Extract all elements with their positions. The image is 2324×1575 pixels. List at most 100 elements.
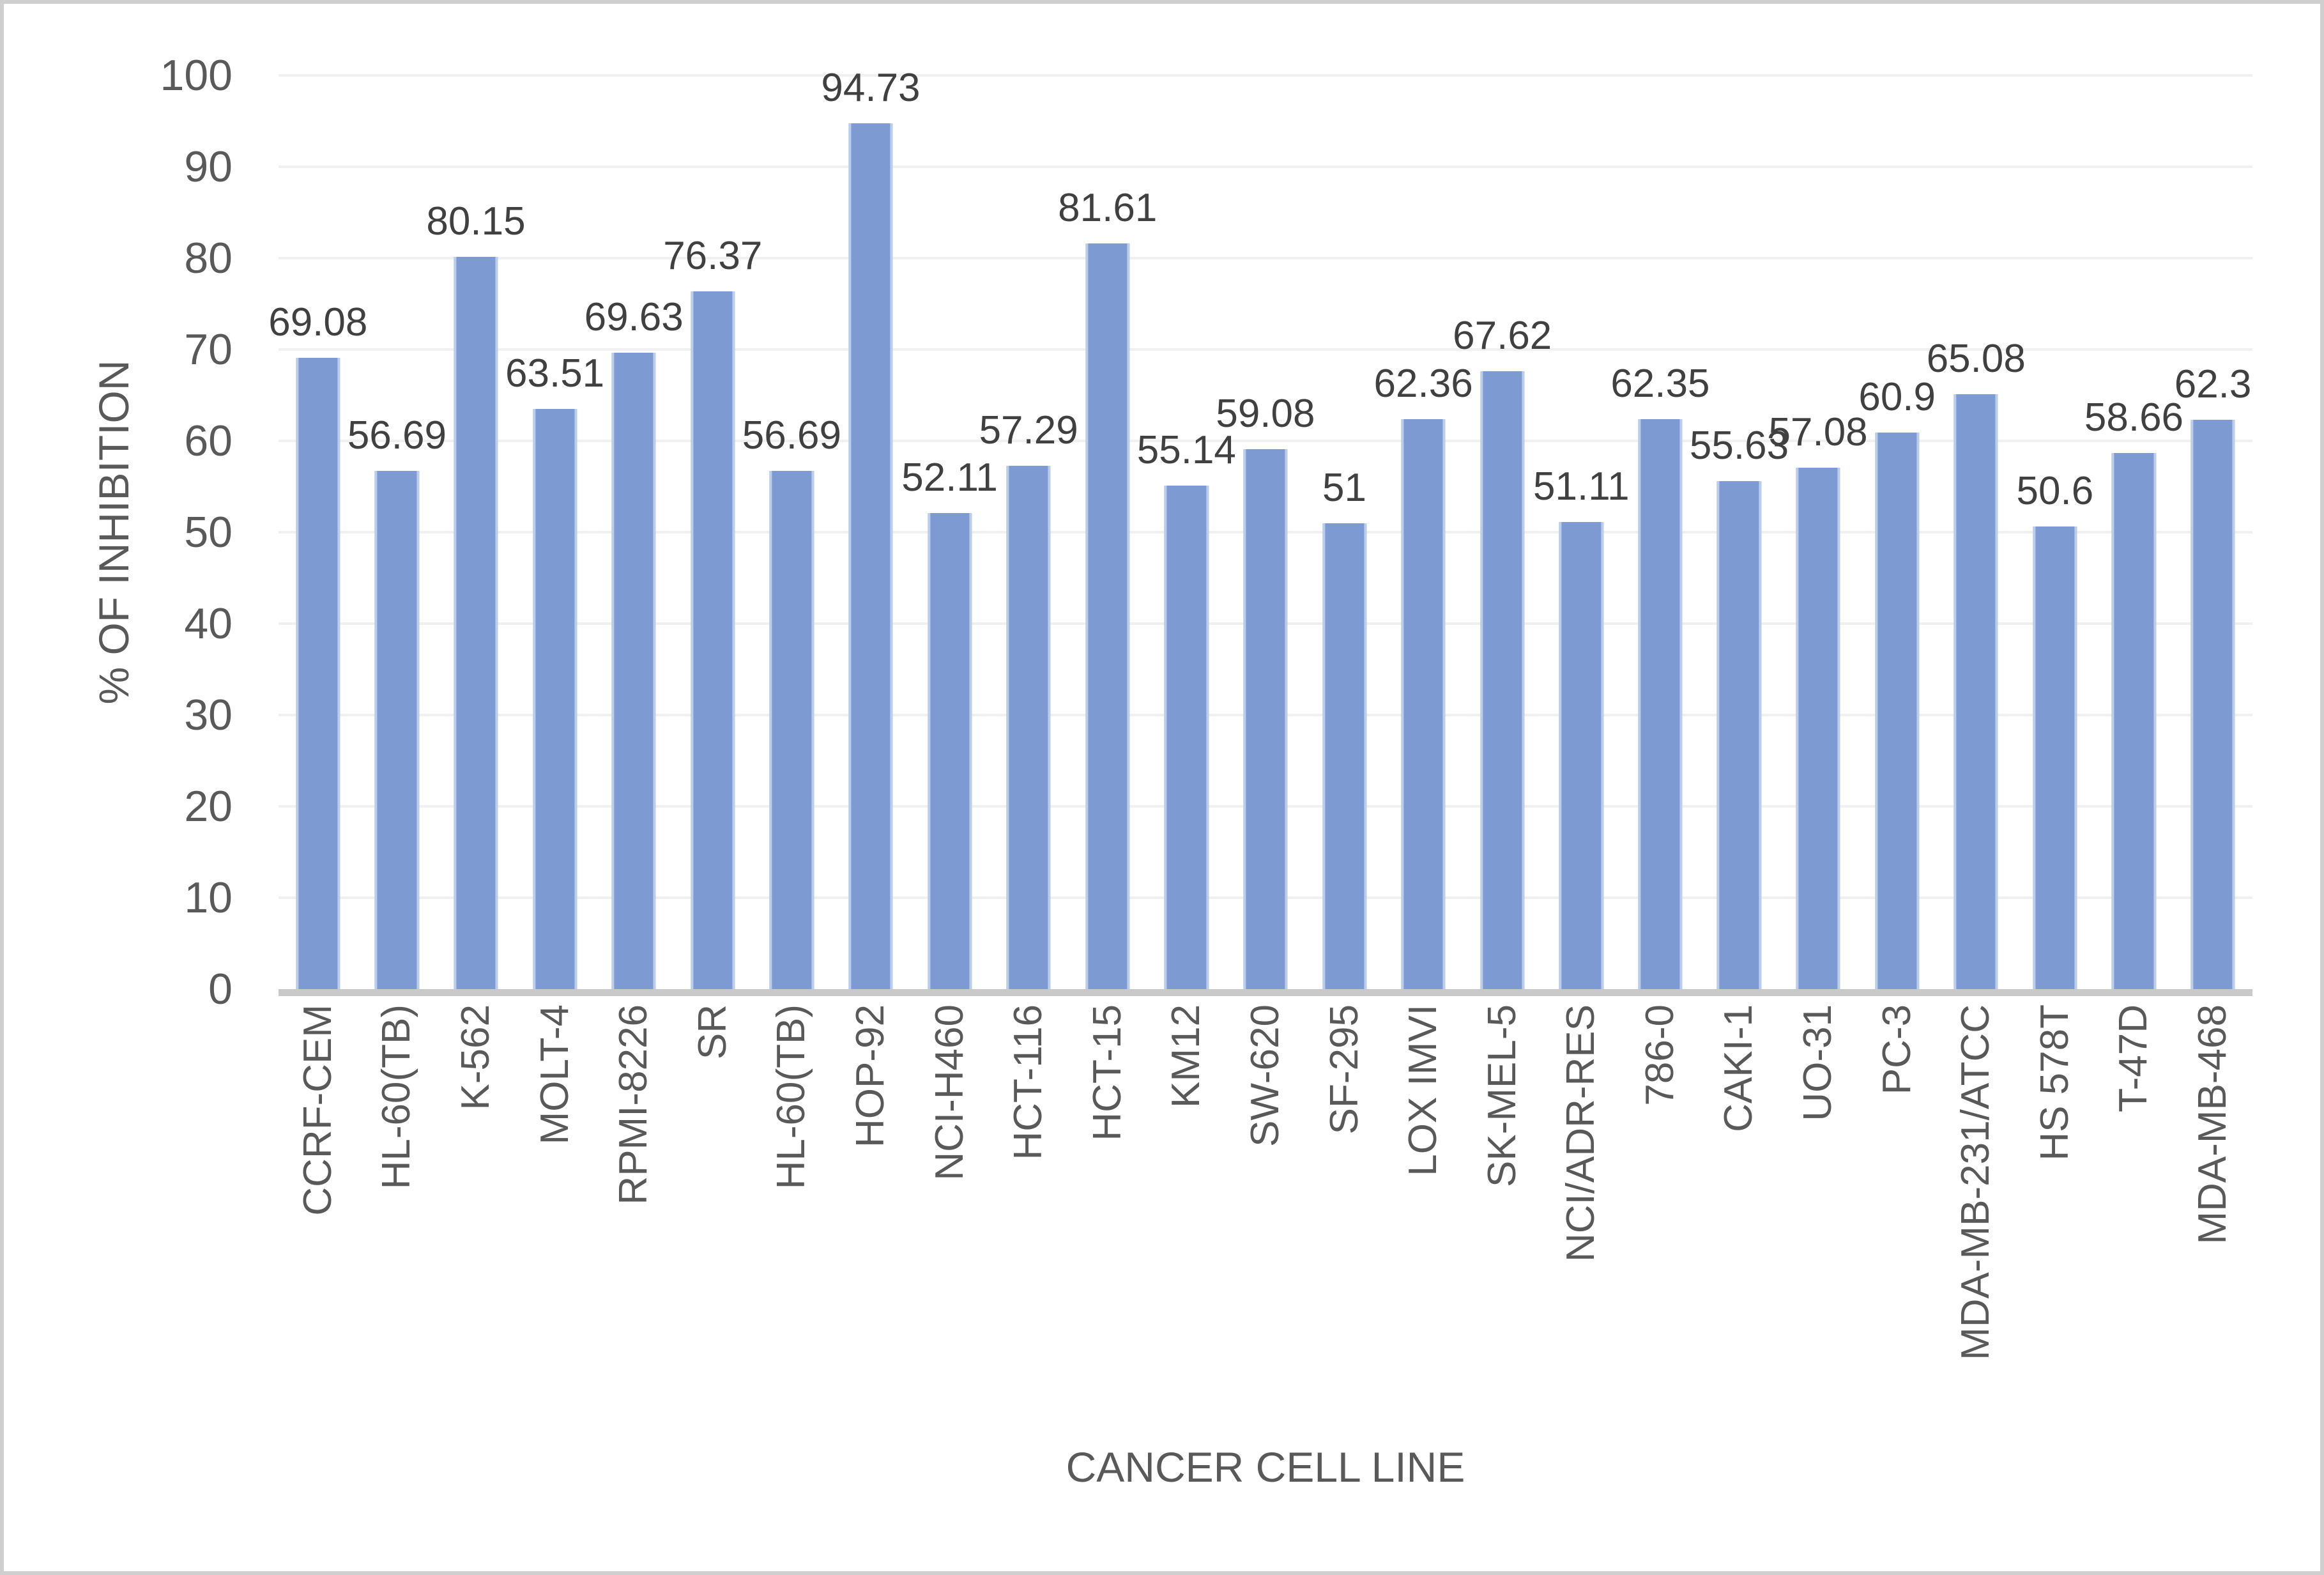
bar-MDA-MB-468 [2190,420,2235,989]
x-category-label-HOP-92: HOP-92 [848,1004,892,1148]
x-category-label-SW-620: SW-620 [1242,1004,1287,1147]
x-category-label-UO-31: UO-31 [1796,1004,1840,1121]
bar-value-label: 56.69 [347,413,447,458]
bar-HOP-92 [848,123,893,989]
bar-value-label: 69.08 [268,300,368,345]
bar-HL-60(TB) [374,471,419,989]
bar-PC-3 [1875,433,1920,989]
x-category-label-MDA-MB-231/ATCC: MDA-MB-231/ATCC [1953,1004,1998,1360]
bar-slot: 81.61 [1058,75,1157,989]
bar-slot: 94.73 [821,68,921,989]
x-label-slot: HL-60(TB) [753,1001,832,1441]
bar-value-label: 50.6 [2016,469,2094,514]
gridline-y60 [279,440,2252,442]
x-label-slot: CCRF-CEM [279,1001,358,1441]
y-tick-label-90: 90 [184,142,233,191]
x-category-label-RPMI-8226: RPMI-8226 [611,1004,656,1205]
x-category-label-SF-295: SF-295 [1322,1004,1366,1135]
bar-slot: 50.6 [2015,75,2095,989]
y-tick-label-100: 100 [160,51,233,100]
x-category-label-T-47D: T-47D [2111,1004,2156,1112]
bar-slot: 56.69 [348,75,447,989]
bar-value-label: 55.14 [1136,427,1236,472]
bar-slot: 58.66 [2084,75,2183,989]
bar-LOX IMVI [1401,419,1446,989]
bar-SK-MEL-5 [1480,371,1525,989]
bar-786-0 [1638,419,1683,989]
bar-slot: 59.08 [1216,75,1315,989]
bar-HCT-116 [1006,465,1051,989]
x-category-label-HL-60(TB): HL-60(TB) [374,1004,419,1190]
gridline-y100 [279,74,2252,77]
bar-MDA-MB-231/ATCC [1953,394,1998,989]
x-category-label-HCT-15: HCT-15 [1085,1004,1129,1141]
x-label-slot: LOX IMVI [1384,1001,1463,1441]
x-label-slot: NCI-H460 [910,1001,990,1441]
bar-value-label: 76.37 [663,233,763,278]
x-label-slot: PC-3 [1858,1001,1937,1441]
y-tick-label-20: 20 [184,782,233,831]
gridline-y80 [279,257,2252,259]
y-tick-label-70: 70 [184,325,233,374]
bar-slot: 80.15 [426,75,526,989]
bar-value-label: 51 [1322,465,1366,510]
bar-value-label: 62.36 [1373,362,1473,406]
plot-area: 69.08 56.69 80.15 63.51 69.63 76.37 56.69 94.73… [268,68,2252,996]
bar-NCI-H460 [927,512,972,989]
bar-slot: 63.51 [505,75,604,989]
x-category-label-HL-60(TB): HL-60(TB) [769,1004,814,1190]
x-label-slot: HS 578T [2015,1001,2095,1441]
bar-slot: 51.11 [1533,75,1630,989]
x-category-label-NCI/ADR-RES: NCI/ADR-RES [1559,1004,1603,1263]
x-label-slot: 786-0 [1621,1001,1700,1441]
bar-CAKI-1 [1716,480,1762,989]
bar-slot: 56.69 [742,75,841,989]
bar-SR [691,291,735,989]
x-axis-baseline [279,989,2252,996]
bar-value-label: 67.62 [1453,314,1552,358]
bar-value-label: 65.08 [1926,337,2026,381]
bar-NCI/ADR-RES [1559,522,1603,989]
x-category-label-HS 578T: HS 578T [2032,1004,2077,1161]
bar-value-label: 63.51 [505,351,605,396]
x-category-label-786-0: 786-0 [1637,1004,1682,1106]
y-tick-label-0: 0 [208,965,233,1013]
bar-slot: 69.08 [268,75,367,989]
bar-K-562 [454,256,498,989]
y-tick-label-60: 60 [184,417,233,465]
bar-value-label: 62.3 [2174,362,2252,407]
x-axis-category-labels: CCRF-CEM HL-60(TB) K-562 MOLT-4 RPMI-8226 SR H… [279,1001,2252,1441]
x-category-label-NCI-H460: NCI-H460 [927,1004,972,1181]
y-tick-label-80: 80 [184,234,233,282]
bar-CCRF-CEM [296,358,340,989]
bar-value-label: 57.29 [979,408,1078,452]
x-label-slot: UO-31 [1778,1001,1858,1441]
x-label-slot: NCI/ADR-RES [1542,1001,1621,1441]
bar-UO-31 [1796,467,1840,989]
bar-slot: 76.37 [663,75,762,989]
x-category-label-HCT-116: HCT-116 [1006,1004,1051,1160]
bar-slot: 55.14 [1137,75,1236,989]
bar-slot: 62.35 [1610,75,1709,989]
bar-HL-60(TB) [769,471,814,989]
bar-KM12 [1164,485,1209,989]
x-label-slot: HOP-92 [831,1001,910,1441]
x-category-label-LOX IMVI: LOX IMVI [1401,1004,1446,1176]
x-category-label-CCRF-CEM: CCRF-CEM [295,1004,340,1216]
bar-value-label: 58.66 [2084,396,2184,440]
x-label-slot: T-47D [2095,1001,2174,1441]
y-tick-label-40: 40 [184,599,233,648]
x-label-slot: SK-MEL-5 [1463,1001,1542,1441]
x-label-slot: HCT-15 [1068,1001,1147,1441]
bar-slot: 57.29 [979,75,1078,989]
bar-SF-295 [1322,523,1367,989]
bar-slot: 67.62 [1453,75,1552,989]
y-tick-label-30: 30 [184,691,233,739]
bar-value-label: 56.69 [742,413,841,458]
bar-RPMI-8226 [611,353,656,989]
x-category-label-K-562: K-562 [453,1004,498,1110]
x-label-slot: K-562 [436,1001,516,1441]
bar-slot: 62.36 [1374,75,1473,989]
bar-value-label: 59.08 [1216,392,1315,436]
